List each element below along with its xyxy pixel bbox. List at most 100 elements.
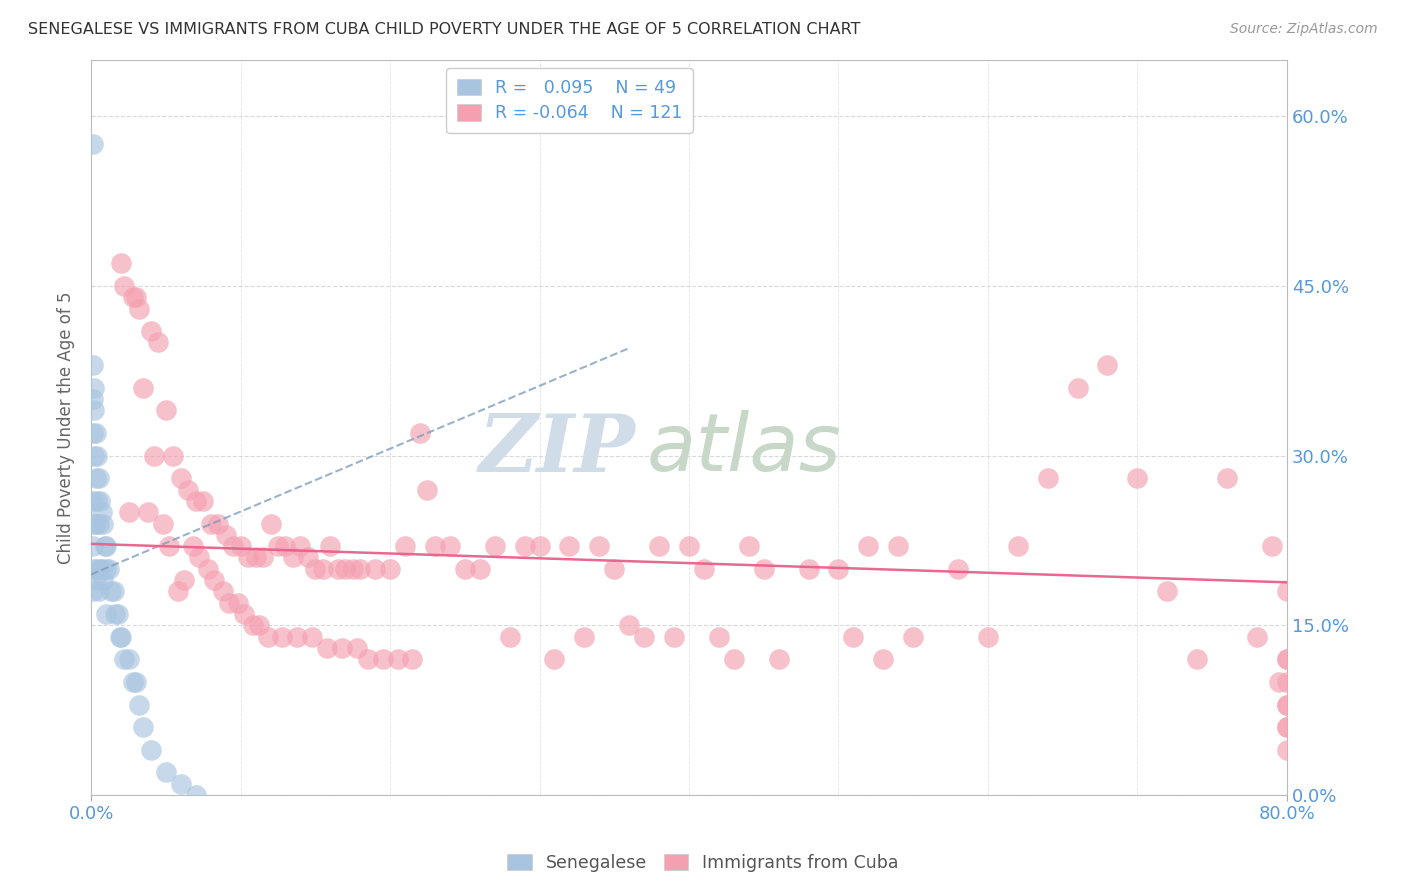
Point <box>648 539 671 553</box>
Point <box>513 539 536 553</box>
Point <box>1275 674 1298 689</box>
Point <box>89 562 111 576</box>
Point <box>901 630 924 644</box>
Point <box>588 539 610 553</box>
Point <box>82 137 104 152</box>
Point <box>82 494 104 508</box>
Point <box>139 324 162 338</box>
Point <box>184 788 207 802</box>
Point <box>752 562 775 576</box>
Point <box>152 516 174 531</box>
Point <box>207 516 229 531</box>
Point <box>678 539 700 553</box>
Point <box>558 539 581 553</box>
Point <box>170 471 193 485</box>
Point <box>128 301 150 316</box>
Point <box>177 483 200 497</box>
Point <box>122 290 145 304</box>
Point <box>543 652 565 666</box>
Legend: Senegalese, Immigrants from Cuba: Senegalese, Immigrants from Cuba <box>501 847 905 879</box>
Point <box>603 562 626 576</box>
Point <box>977 630 1000 644</box>
Point <box>1275 720 1298 734</box>
Point <box>83 562 105 576</box>
Point <box>256 630 278 644</box>
Point <box>484 539 506 553</box>
Point <box>117 652 139 666</box>
Point <box>139 743 162 757</box>
Point <box>104 607 127 621</box>
Point <box>409 425 432 440</box>
Point <box>768 652 790 666</box>
Point <box>662 630 685 644</box>
Point <box>693 562 716 576</box>
Point <box>98 562 121 576</box>
Point <box>94 539 117 553</box>
Point <box>112 652 135 666</box>
Point <box>82 392 104 406</box>
Point <box>82 539 104 553</box>
Point <box>86 494 108 508</box>
Point <box>316 640 339 655</box>
Point <box>202 573 225 587</box>
Point <box>252 550 274 565</box>
Point <box>887 539 910 553</box>
Point <box>326 562 349 576</box>
Point <box>222 539 245 553</box>
Point <box>132 381 155 395</box>
Point <box>87 584 110 599</box>
Point <box>619 618 641 632</box>
Point <box>82 358 104 372</box>
Point <box>416 483 439 497</box>
Point <box>83 516 105 531</box>
Point <box>529 539 551 553</box>
Point <box>378 562 401 576</box>
Point <box>218 596 240 610</box>
Point <box>574 630 596 644</box>
Point <box>83 403 105 417</box>
Point <box>1156 584 1178 599</box>
Point <box>364 562 387 576</box>
Point <box>155 765 177 780</box>
Point <box>858 539 880 553</box>
Point <box>86 449 108 463</box>
Point <box>454 562 477 576</box>
Point <box>103 584 125 599</box>
Point <box>356 652 378 666</box>
Point <box>330 640 353 655</box>
Point <box>1007 539 1029 553</box>
Point <box>136 505 159 519</box>
Point <box>125 290 148 304</box>
Point <box>193 494 215 508</box>
Point <box>1275 652 1298 666</box>
Point <box>82 425 104 440</box>
Point <box>226 596 249 610</box>
Point <box>83 449 105 463</box>
Point <box>1275 720 1298 734</box>
Point <box>301 630 323 644</box>
Point <box>401 652 423 666</box>
Point <box>1246 630 1268 644</box>
Point <box>232 607 254 621</box>
Point <box>236 550 259 565</box>
Point <box>86 562 108 576</box>
Point <box>110 256 132 270</box>
Point <box>181 539 204 553</box>
Point <box>187 550 209 565</box>
Point <box>259 516 281 531</box>
Point <box>797 562 820 576</box>
Point <box>211 584 233 599</box>
Point <box>304 562 326 576</box>
Point <box>633 630 655 644</box>
Point <box>170 777 193 791</box>
Point <box>100 584 122 599</box>
Point <box>122 674 145 689</box>
Point <box>87 471 110 485</box>
Text: SENEGALESE VS IMMIGRANTS FROM CUBA CHILD POVERTY UNDER THE AGE OF 5 CORRELATION : SENEGALESE VS IMMIGRANTS FROM CUBA CHILD… <box>28 22 860 37</box>
Point <box>371 652 394 666</box>
Point <box>872 652 894 666</box>
Point <box>108 630 131 644</box>
Point <box>128 698 150 712</box>
Y-axis label: Child Poverty Under the Age of 5: Child Poverty Under the Age of 5 <box>58 291 75 564</box>
Point <box>197 562 219 576</box>
